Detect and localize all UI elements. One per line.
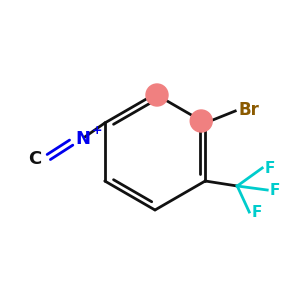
Text: F: F (269, 182, 280, 197)
Circle shape (190, 110, 212, 132)
Circle shape (146, 84, 168, 106)
Text: F: F (264, 160, 274, 175)
Text: Br: Br (238, 101, 259, 119)
Text: +: + (92, 124, 102, 137)
Text: N: N (75, 130, 90, 148)
Text: F: F (251, 205, 262, 220)
Text: C: C (28, 150, 42, 168)
